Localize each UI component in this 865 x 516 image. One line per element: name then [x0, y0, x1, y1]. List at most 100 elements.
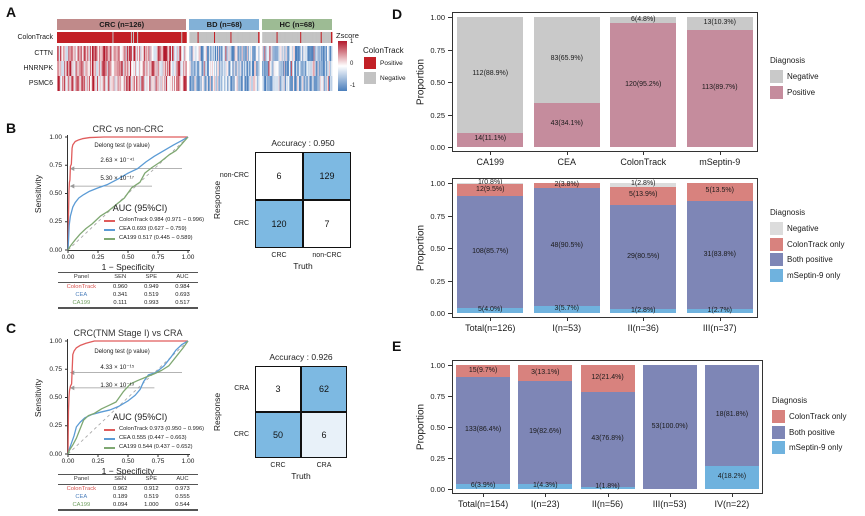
heatmap-cell	[189, 46, 191, 61]
heatmap-cell	[309, 61, 311, 76]
heatmap-cell	[168, 76, 171, 91]
heatmap-cell	[108, 61, 110, 76]
heatmap-cell	[297, 76, 299, 91]
colontrack-annotation-cell	[262, 32, 264, 43]
colontrack-annotation-cell	[138, 32, 140, 43]
heatmap-cell	[246, 46, 249, 61]
colontrack-annotation-cell	[57, 32, 59, 43]
heatmap-cell	[327, 76, 330, 91]
heatmap-cell	[66, 46, 68, 61]
heatmap-cell	[203, 46, 206, 61]
heatmap-cell	[140, 46, 142, 61]
heatmap-cell	[255, 76, 257, 91]
heatmap-cell	[149, 61, 151, 76]
bars-d-top-legend-title: Diagnosis	[770, 56, 806, 65]
colontrack-annotation-cell	[114, 32, 116, 43]
bars-d-bottom-segment-negative	[457, 183, 524, 185]
heatmap-cell	[165, 46, 168, 61]
heatmap-cell	[75, 61, 77, 76]
heatmap-cell	[288, 76, 291, 91]
colontrack-annotation-cell	[304, 32, 306, 43]
heatmap-cell	[298, 76, 300, 91]
colontrack-annotation-cell	[292, 32, 295, 43]
heatmap-cell	[301, 76, 303, 91]
heatmap-cell	[162, 76, 165, 91]
colontrack-annotation-cell	[277, 32, 280, 43]
bars-d-bottom-xtick-label: I(n=53)	[552, 323, 582, 333]
colontrack-annotation-cell	[160, 32, 163, 43]
roc-b-title: CRC vs non-CRC	[92, 124, 164, 134]
heatmap-cell	[315, 76, 317, 91]
heatmap-cell	[273, 46, 275, 61]
heatmap-cell	[137, 61, 139, 76]
metrics-table-b-cell: Panel	[73, 274, 89, 280]
roc-curve-CA199	[67, 340, 189, 455]
heatmap-cell	[160, 61, 163, 76]
heatmap-cell	[69, 46, 71, 61]
colontrack-annotation-cell	[93, 32, 96, 43]
heatmap-cell	[225, 61, 227, 76]
colontrack-annotation-cell	[210, 32, 213, 43]
heatmap-cell	[72, 61, 74, 76]
heatmap-cell	[112, 46, 114, 61]
heatmap-cell	[120, 46, 123, 61]
heatmap-cell	[147, 46, 149, 61]
heatmap-cell	[145, 61, 147, 76]
heatmap-cell	[190, 76, 192, 91]
heatmap-cell	[183, 61, 185, 76]
colontrack-annotation-cell	[231, 32, 233, 43]
colontrack-annotation-cell	[291, 32, 294, 43]
colontrack-annotation-cell	[207, 32, 210, 43]
heatmap-cell	[304, 61, 306, 76]
bars-d-bottom-segment-colontrack-only	[533, 183, 600, 188]
colontrack-annotation-cell	[98, 32, 100, 43]
metrics-table-c-row: CA199 0.094 1.000 0.544	[58, 501, 198, 509]
heatmap-cell	[68, 76, 70, 91]
heatmap-cell	[206, 46, 209, 61]
heatmap-cell	[68, 46, 70, 61]
roc-curve-ColonTrack	[67, 136, 188, 251]
heatmap-cell	[242, 61, 245, 76]
heatmap-cell	[66, 76, 68, 91]
heatmap-cell	[270, 76, 272, 91]
bars-e-ytick-mark	[448, 458, 452, 459]
heatmap-cell	[57, 76, 59, 91]
heatmap-cell	[211, 61, 214, 76]
heatmap-cell	[236, 76, 239, 91]
colontrack-annotation-cell	[273, 32, 275, 43]
colontrack-annotation-cell	[206, 32, 209, 43]
heatmap-cell	[234, 61, 236, 76]
metrics-table-b-row: ColonTrack 0.960 0.949 0.984	[58, 283, 198, 291]
heatmap-cell	[295, 76, 297, 91]
confusion-b-cell: 6	[255, 152, 303, 200]
heatmap-cell	[326, 61, 329, 76]
heatmap-cell	[304, 46, 306, 61]
colontrack-annotation-cell	[183, 32, 185, 43]
bars-e-segment-label: 19(82.6%)	[529, 427, 562, 435]
heatmap-cell	[78, 61, 80, 76]
heatmap-cell	[294, 76, 296, 91]
heatmap-cell	[318, 61, 321, 76]
confusion-c-col-label: CRC	[270, 462, 286, 469]
heatmap-cell	[151, 46, 153, 61]
heatmap-cell	[57, 61, 59, 76]
heatmap-cell	[268, 61, 270, 76]
heatmap-cell	[64, 61, 66, 76]
heatmap-cell	[121, 46, 124, 61]
heatmap-cell	[263, 61, 265, 76]
bars-e-legend-label: ColonTrack only	[789, 412, 847, 421]
heatmap-cell	[103, 76, 105, 91]
heatmap-cell	[77, 46, 79, 61]
bars-d-bottom-segment-negative	[610, 183, 677, 187]
colontrack-annotation-cell	[123, 32, 126, 43]
heatmap-cell	[243, 76, 246, 91]
heatmap-cell	[212, 46, 215, 61]
roc-b-plot	[65, 135, 190, 253]
heatmap-cell	[169, 46, 172, 61]
heatmap-cell	[144, 61, 146, 76]
heatmap-cell	[153, 46, 155, 61]
heatmap-cell	[246, 61, 249, 76]
heatmap-cell	[256, 46, 258, 61]
colontrack-annotation-cell	[222, 32, 224, 43]
heatmap-cell	[232, 76, 234, 91]
